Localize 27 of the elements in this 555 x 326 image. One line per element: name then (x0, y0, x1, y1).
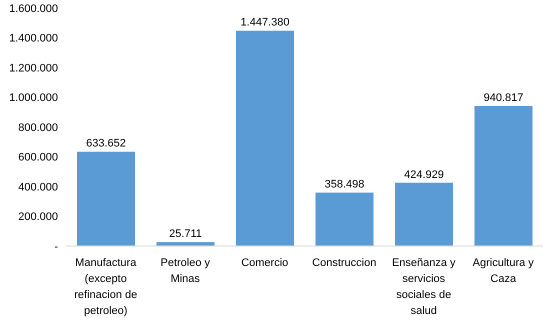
x-tick-label: Construccion (312, 257, 376, 269)
y-tick-label: 800.000 (18, 122, 58, 134)
data-label: 358.498 (324, 178, 364, 191)
bar (316, 192, 374, 246)
y-tick-label: 600.000 (18, 152, 58, 164)
bar (474, 106, 532, 246)
bar (236, 30, 294, 246)
bar (156, 242, 214, 246)
x-tick-label: Agricultura y Caza (472, 257, 534, 285)
x-tick-label: Comercio (241, 257, 288, 269)
bar (77, 152, 135, 246)
bar (395, 182, 453, 246)
data-label: 1.447.380 (240, 16, 290, 29)
y-tick-label: 1.200.000 (9, 62, 58, 74)
y-tick-label: 200.000 (18, 211, 58, 224)
y-tick-label: 400.000 (18, 181, 58, 194)
y-tick-label: 1.000.000 (9, 92, 58, 104)
data-label: 25.711 (169, 228, 202, 240)
data-label: 940.817 (484, 92, 524, 104)
y-tick-label: 1.600.000 (9, 2, 58, 15)
data-label: 633.652 (86, 138, 126, 150)
x-tick-label: Enseñanza y servicios sociales de salud (392, 257, 456, 317)
data-label: 424.929 (404, 168, 444, 181)
x-tick-label: Petroleo y Minas (160, 257, 211, 285)
y-tick-label: 1.400.000 (9, 32, 58, 45)
x-tick-label: Manufactura (excepto refinacion de petroleo) (74, 257, 138, 317)
y-tick-label: - (54, 240, 58, 253)
